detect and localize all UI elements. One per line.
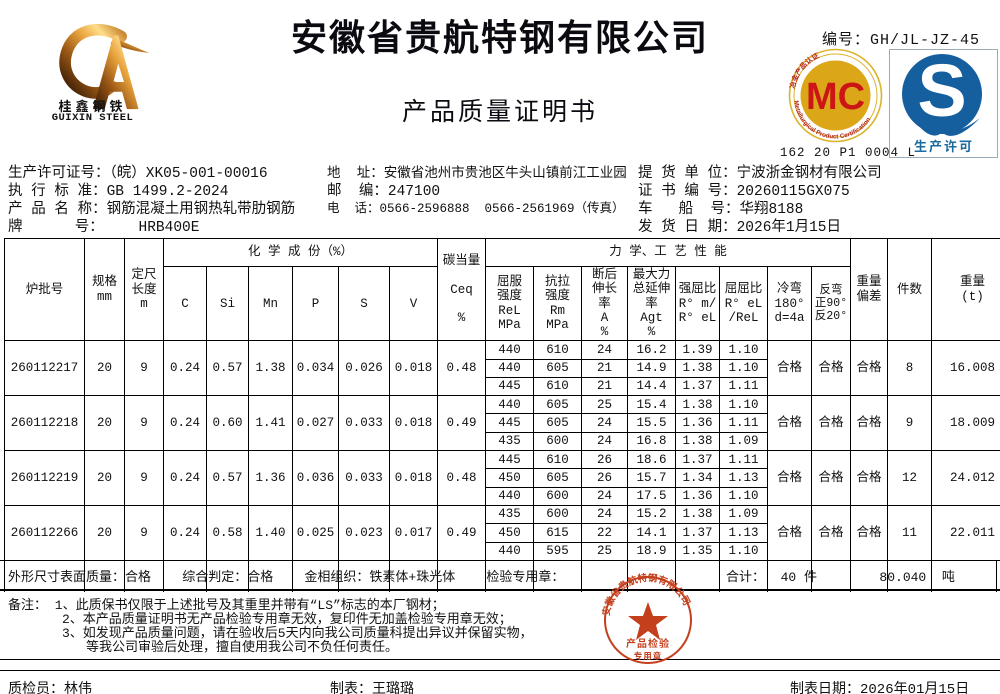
svg-text:专用章: 专用章 (634, 650, 663, 662)
svg-text:生产许可: 生产许可 (914, 136, 974, 155)
svg-text:MC: MC (806, 76, 865, 118)
svg-text:产品检验: 产品检验 (626, 635, 670, 650)
